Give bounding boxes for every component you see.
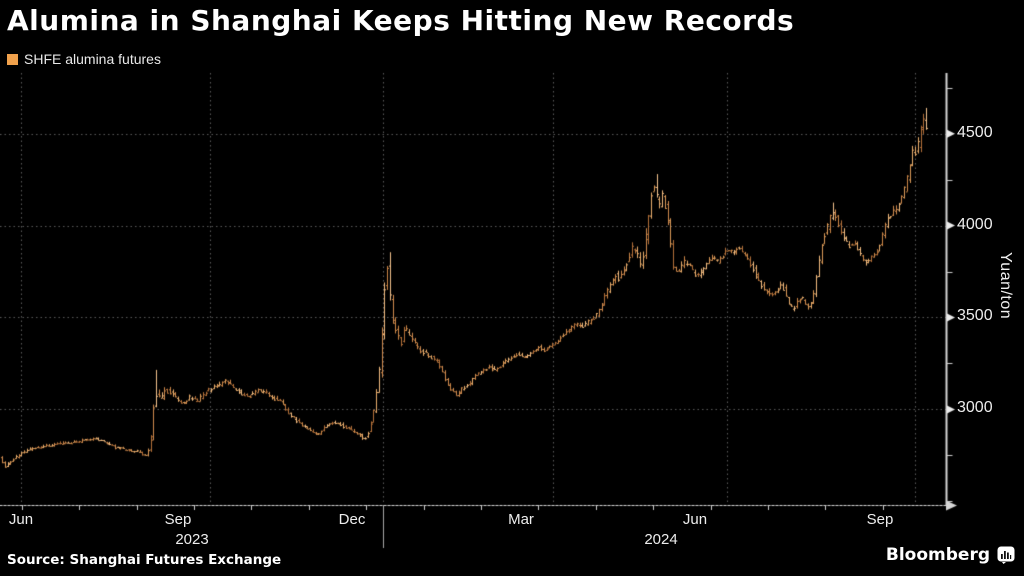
- x-axis-year-label: 2024: [644, 531, 678, 548]
- x-axis-quarter-label: Jun: [8, 511, 34, 528]
- x-axis-quarter-label: Sep: [866, 511, 894, 528]
- legend-label: SHFE alumina futures: [24, 51, 161, 67]
- y-axis-tick-label: 3000: [957, 399, 993, 417]
- x-axis-quarter-label: Dec: [338, 511, 366, 528]
- legend: SHFE alumina futures: [7, 51, 161, 67]
- y-axis-tick-label: 4500: [957, 123, 993, 141]
- x-axis-quarter-label: Mar: [508, 511, 534, 528]
- bloomberg-logo: Bloomberg: [886, 545, 1015, 565]
- x-axis-year-label: 2023: [175, 531, 209, 548]
- chart-title: Alumina in Shanghai Keeps Hitting New Re…: [7, 4, 795, 37]
- legend-swatch-icon: [7, 53, 18, 65]
- y-axis-tick-label: 4000: [957, 215, 993, 233]
- y-axis-tick-label: 3500: [957, 307, 993, 325]
- y-axis-title: Yuan/ton: [997, 252, 1014, 320]
- x-axis-quarter-label: Sep: [164, 511, 192, 528]
- source-note: Source: Shanghai Futures Exchange: [7, 552, 282, 568]
- bloomberg-wordmark: Bloomberg: [885, 545, 990, 565]
- bloomberg-chart-icon: [997, 546, 1015, 564]
- x-axis-quarter-label: Jun: [682, 511, 708, 528]
